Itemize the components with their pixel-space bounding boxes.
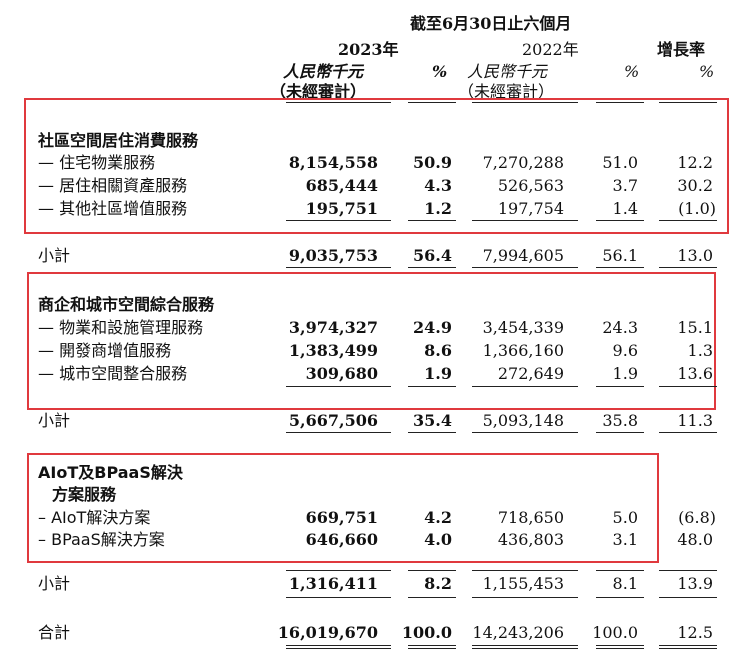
subtotal-pct-2022: 56.1 [602,246,638,265]
growth-rate: 13.6 [677,364,713,383]
total-2022: 14,243,206 [472,623,564,642]
total-growth: 12.5 [677,623,713,642]
value-2023: 8,154,558 [288,153,378,172]
highlight-box-section3 [27,453,659,563]
value-2023: 646,660 [305,530,378,549]
subtotal-2022: 7,994,605 [482,246,564,265]
pct-2022: 1.4 [612,199,638,218]
pct-2023: 24.9 [413,318,452,337]
year-2022-header: 2022年 [522,40,579,59]
value-2022: 3,454,339 [482,318,564,337]
pct-2022: 1.9 [612,364,638,383]
section3-title-line2: 方案服務 [52,485,117,504]
value-2022: 197,754 [497,199,564,218]
value-2023: 195,751 [305,199,378,218]
row-label: — 住宅物業服務 [38,153,156,172]
subtotal-growth: 13.9 [677,574,713,593]
row-label: — 其他社區增值服務 [38,199,188,218]
pct-2022: 3.7 [612,176,638,195]
section1-title: 社區空間居住消費服務 [38,131,199,150]
growth-rate: (1.0) [678,199,716,218]
row-label: – BPaaS解決方案 [38,530,165,549]
growth-rate: 12.2 [677,153,713,172]
value-2023: 1,383,499 [288,341,378,360]
value-2022: 526,563 [497,176,564,195]
section3-title-line1: AIoT及BPaaS解決 [38,463,183,482]
value-2023: 3,974,327 [288,318,378,337]
subtotal-2022: 1,155,453 [482,574,564,593]
pct-2022: 24.3 [602,318,638,337]
row-label: — 物業和設施管理服務 [38,318,204,337]
pct-2023: 1.9 [424,364,452,383]
highlight-box-section2 [27,272,716,410]
pct-2022: 51.0 [602,153,638,172]
subtotal-2023: 9,035,753 [288,246,378,265]
value-2022: 436,803 [497,530,564,549]
subtotal-pct-2022: 35.8 [602,411,638,430]
pct-2023: 8.6 [424,341,452,360]
subtotal-pct-2023: 35.4 [413,411,452,430]
pct-2023-header: % [432,62,448,81]
row-label: — 居住相關資產服務 [38,176,188,195]
total-label: 合計 [38,623,71,642]
row-label: — 開發商增值服務 [38,341,172,360]
pct-2022-header: % [624,62,640,81]
subtotal-label: 小計 [38,246,71,265]
pct-2023: 4.0 [424,530,452,549]
value-2022: 1,366,160 [482,341,564,360]
total-pct-2023: 100.0 [401,623,452,642]
highlight-box-section1 [24,98,729,234]
total-2023: 16,019,670 [277,623,378,642]
row-label: — 城市空間整合服務 [38,364,188,383]
pct-2022: 3.1 [612,530,638,549]
value-2023: 309,680 [305,364,378,383]
period-header: 截至6月30日止六個月 [410,14,572,33]
value-2023: 669,751 [305,508,378,527]
year-2023-header: 2023年 [338,40,399,59]
growth-header: 增長率 [657,40,706,59]
subtotal-pct-2023: 8.2 [424,574,452,593]
row-label: – AIoT解決方案 [38,508,151,527]
subtotal-2023: 1,316,411 [288,574,378,593]
subtotal-label: 小計 [38,411,71,430]
section2-title: 商企和城市空間綜合服務 [38,295,215,314]
unaudited-2023: （未經審計） [270,82,367,101]
rmb-2022-header: 人民幣千元 [467,62,548,81]
rmb-2023-header: 人民幣千元 [283,62,364,81]
growth-pct-header: % [699,62,715,81]
subtotal-pct-2022: 8.1 [612,574,638,593]
unaudited-2022: （未經審計） [458,82,555,101]
growth-rate: 48.0 [677,530,713,549]
subtotal-growth: 13.0 [677,246,713,265]
pct-2023: 4.2 [424,508,452,527]
subtotal-growth: 11.3 [677,411,713,430]
pct-2023: 50.9 [413,153,452,172]
pct-2023: 1.2 [424,199,452,218]
value-2022: 272,649 [497,364,564,383]
total-pct-2022: 100.0 [592,623,638,642]
pct-2023: 4.3 [424,176,452,195]
subtotal-label: 小計 [38,574,71,593]
subtotal-pct-2023: 56.4 [413,246,452,265]
value-2022: 7,270,288 [482,153,564,172]
growth-rate: 15.1 [677,318,713,337]
growth-rate: (6.8) [678,508,716,527]
subtotal-2022: 5,093,148 [482,411,564,430]
growth-rate: 30.2 [677,176,713,195]
growth-rate: 1.3 [687,341,713,360]
value-2022: 718,650 [497,508,564,527]
pct-2022: 5.0 [612,508,638,527]
subtotal-2023: 5,667,506 [288,411,378,430]
value-2023: 685,444 [305,176,378,195]
pct-2022: 9.6 [612,341,638,360]
